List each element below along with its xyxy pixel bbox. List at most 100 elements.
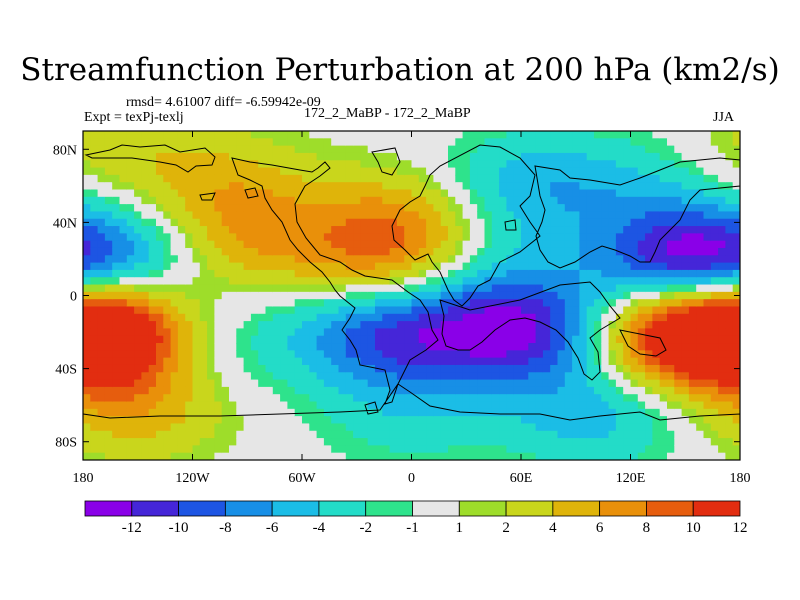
field-cell <box>126 174 135 183</box>
field-cell <box>579 423 588 432</box>
field-cell <box>375 408 383 417</box>
field-cell <box>535 167 544 176</box>
field-cell <box>199 160 208 169</box>
field-cell <box>688 313 697 322</box>
field-cell <box>177 357 186 366</box>
field-cell <box>637 445 646 454</box>
field-cell <box>645 438 653 446</box>
field-cell <box>615 452 624 460</box>
field-cell <box>345 247 354 256</box>
field-cell <box>185 138 194 147</box>
field-cell <box>221 160 230 169</box>
field-cell <box>557 401 566 410</box>
field-cell <box>199 196 208 205</box>
field-cell <box>207 145 215 154</box>
field-cell <box>630 343 639 351</box>
field-cell <box>199 269 208 278</box>
field-cell <box>484 423 493 432</box>
field-cell <box>141 174 150 183</box>
field-cell <box>119 284 128 293</box>
field-cell <box>345 372 354 381</box>
field-cell <box>433 452 442 460</box>
field-cell <box>550 357 559 366</box>
field-cell <box>710 174 719 183</box>
field-cell <box>236 277 245 286</box>
field-cell <box>579 182 588 191</box>
field-cell <box>469 196 478 205</box>
field-cell <box>645 423 653 432</box>
field-cell <box>586 386 595 395</box>
field-cell <box>134 328 142 337</box>
field-cell <box>126 218 135 227</box>
field-cell <box>316 430 325 439</box>
field-cell <box>448 364 456 373</box>
field-cell <box>353 306 361 315</box>
field-cell <box>345 167 354 176</box>
field-cell <box>353 247 361 256</box>
field-cell <box>681 343 690 351</box>
field-cell <box>550 321 559 329</box>
field-cell <box>477 372 486 381</box>
field-cell <box>353 174 361 183</box>
field-cell <box>323 204 332 213</box>
field-cell <box>360 174 369 183</box>
field-cell <box>499 240 507 249</box>
field-cell <box>469 357 478 366</box>
field-cell <box>630 131 639 139</box>
field-cell <box>185 364 194 373</box>
field-cell <box>615 182 624 191</box>
field-cell <box>469 182 478 191</box>
field-cell <box>97 313 106 322</box>
field-cell <box>710 152 719 161</box>
field-cell <box>367 372 376 381</box>
field-cell <box>440 372 449 381</box>
field-cell <box>389 211 398 220</box>
field-cell <box>462 284 471 293</box>
field-cell <box>572 218 580 227</box>
field-cell <box>229 299 237 308</box>
field-cell <box>645 408 653 417</box>
field-cell <box>652 379 661 388</box>
field-cell <box>141 247 150 256</box>
field-cell <box>119 386 128 395</box>
field-cell <box>280 328 288 337</box>
field-cell <box>192 372 201 381</box>
field-cell <box>404 247 413 256</box>
field-cell <box>696 226 705 234</box>
field-cell <box>141 269 150 278</box>
field-cell <box>674 152 683 161</box>
field-cell <box>659 335 668 344</box>
field-cell <box>696 350 705 359</box>
field-cell <box>250 160 259 169</box>
field-cell <box>645 452 653 460</box>
field-cell <box>491 408 500 417</box>
field-cell <box>367 247 376 256</box>
field-cell <box>426 313 434 322</box>
field-cell <box>258 262 267 271</box>
field-cell <box>272 445 281 454</box>
field-cell <box>615 269 624 278</box>
field-cell <box>141 196 150 205</box>
field-cell <box>718 233 726 242</box>
field-cell <box>309 138 318 147</box>
field-cell <box>360 233 369 242</box>
field-cell <box>97 445 106 454</box>
field-cell <box>491 167 500 176</box>
stats-label: rmsd= 4.61007 diff= -6.59942e-09 <box>126 95 321 110</box>
y-tick-label: 80S <box>55 436 77 451</box>
field-cell <box>521 401 529 410</box>
field-cell <box>448 335 456 344</box>
field-cell <box>550 174 559 183</box>
field-cell <box>163 438 172 446</box>
field-cell <box>688 306 697 315</box>
field-cell <box>375 313 383 322</box>
field-cell <box>572 240 580 249</box>
field-cell <box>367 226 376 234</box>
field-cell <box>491 145 500 154</box>
field-cell <box>491 350 500 359</box>
field-cell <box>710 131 719 139</box>
field-cell <box>229 218 237 227</box>
field-cell <box>550 291 559 300</box>
field-cell <box>637 131 646 139</box>
field-cell <box>718 218 726 227</box>
